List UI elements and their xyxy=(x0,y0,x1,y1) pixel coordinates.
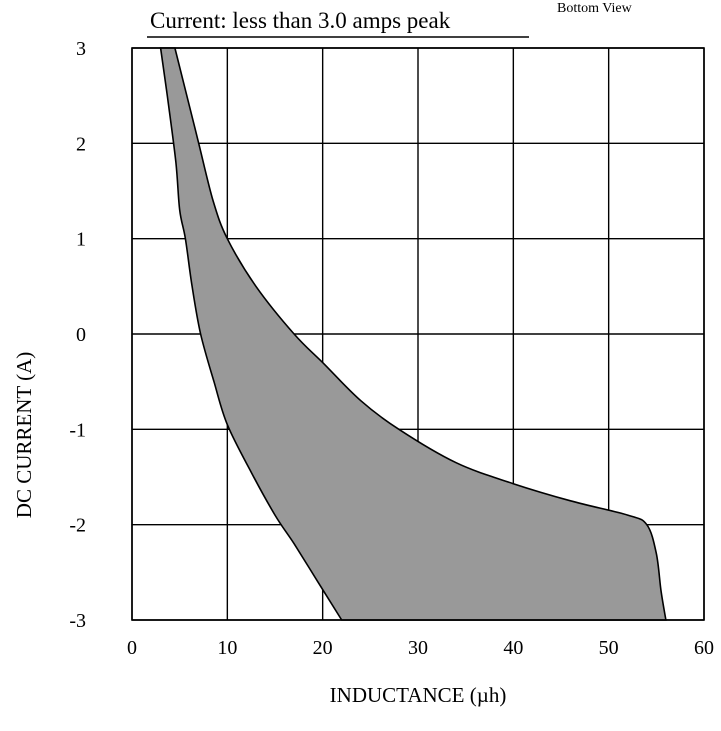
y-tick-label: 0 xyxy=(76,324,86,346)
y-tick-label: -2 xyxy=(69,515,86,537)
y-tick-label: 3 xyxy=(76,38,86,60)
y-tick-label: 1 xyxy=(76,229,86,251)
x-tick-label: 20 xyxy=(313,637,333,659)
plot-border xyxy=(131,47,705,621)
x-tick-label: 30 xyxy=(408,637,428,659)
y-tick-labels: 3 2 1 0 -1 -2 -3 xyxy=(69,38,86,632)
x-axis-label: INDUCTANCE (µh) xyxy=(330,683,507,707)
corner-note: Bottom View xyxy=(557,1,633,16)
x-tick-label: 10 xyxy=(217,637,237,659)
y-tick-label: -3 xyxy=(69,610,86,632)
chart-title: Current: less than 3.0 amps peak xyxy=(150,8,451,33)
inductance-band-area xyxy=(159,47,667,621)
x-tick-labels: 0 10 20 30 40 50 60 xyxy=(127,637,714,659)
y-axis-label: DC CURRENT (A) xyxy=(12,352,36,518)
y-tick-label: 2 xyxy=(76,133,86,155)
y-tick-label: -1 xyxy=(69,419,86,441)
x-tick-label: 0 xyxy=(127,637,137,659)
x-tick-label: 60 xyxy=(694,637,714,659)
x-tick-label: 50 xyxy=(599,637,619,659)
x-tick-label: 40 xyxy=(503,637,523,659)
